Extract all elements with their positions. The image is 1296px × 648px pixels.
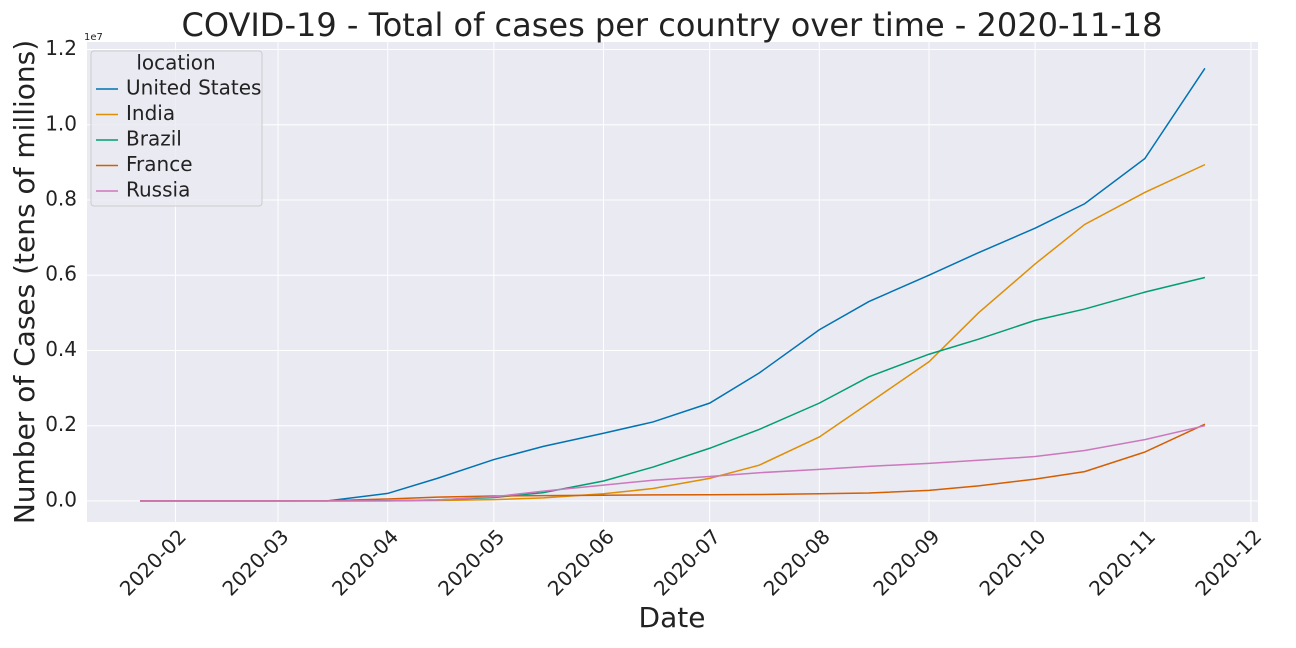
x-tick-label: 2020-07	[649, 524, 725, 600]
y-tick-label: 0.4	[45, 337, 77, 361]
y-tick-label: 0.0	[45, 487, 77, 511]
y-tick-label: 0.8	[45, 186, 77, 210]
grid	[87, 42, 1258, 522]
legend-box	[90, 50, 263, 207]
legend-label: India	[126, 101, 175, 125]
y-tick-label: 0.2	[45, 412, 77, 436]
series-line	[140, 424, 1206, 502]
y-offset-label: 1e7	[84, 32, 103, 43]
x-tick-label: 2020-11	[1084, 524, 1160, 600]
lines	[140, 67, 1206, 502]
x-tick-label: 2020-06	[543, 524, 619, 600]
chart-title: COVID-19 - Total of cases per country ov…	[182, 6, 1163, 44]
y-tick-label: 0.6	[45, 262, 77, 286]
legend-label: France	[126, 152, 193, 176]
x-tick-label: 2020-09	[868, 524, 944, 600]
y-tick-label: 1.2	[45, 36, 77, 60]
x-tick-label: 2020-02	[115, 524, 191, 600]
y-tick-label: 1.0	[45, 111, 77, 135]
x-tick-label: 2020-08	[759, 524, 835, 600]
x-axis-label: Date	[639, 601, 706, 634]
x-tick-label: 2020-03	[217, 524, 293, 600]
x-tick-label: 2020-10	[974, 524, 1050, 600]
x-tick-label: 2020-04	[327, 524, 403, 600]
legend-title: location	[136, 51, 215, 75]
x-tick-label: 2020-12	[1190, 524, 1266, 600]
series-line	[140, 67, 1206, 502]
plot-area	[87, 42, 1258, 522]
x-tick-label: 2020-05	[433, 524, 509, 600]
legend-label: Russia	[126, 178, 190, 202]
legend-label: Brazil	[126, 127, 182, 151]
y-axis-label: Number of Cases (tens of millions)	[8, 40, 41, 524]
legend-label: United States	[126, 76, 261, 100]
legend: location United StatesIndiaBrazilFranceR…	[90, 50, 263, 207]
